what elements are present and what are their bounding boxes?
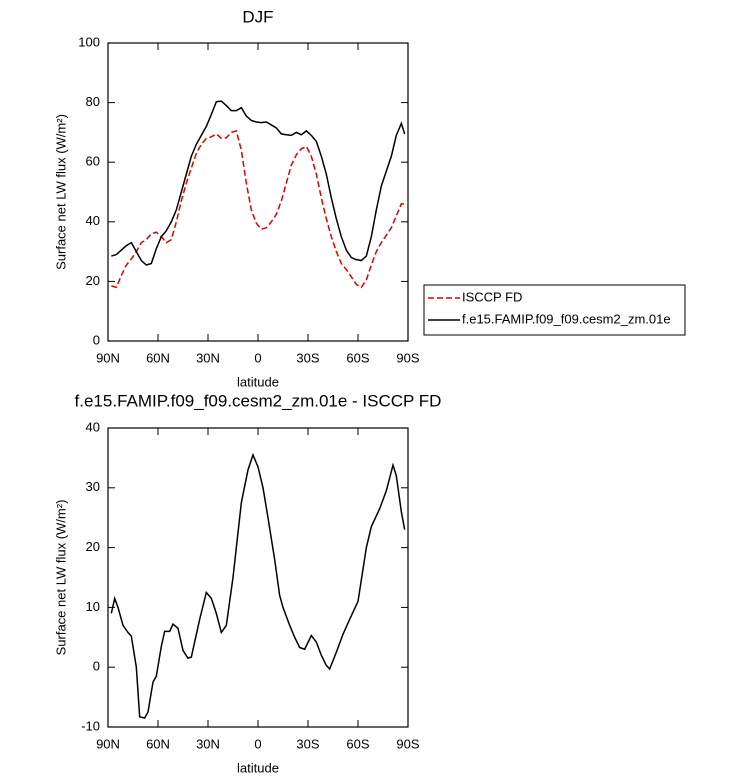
x-tick-label: 60S <box>346 736 369 751</box>
legend-box <box>423 284 686 336</box>
x-tick-label: 90S <box>396 350 419 365</box>
plot-frame <box>107 42 409 342</box>
x-tick-label: 0 <box>254 350 261 365</box>
x-tick-label: 90N <box>96 736 120 751</box>
chart-title: f.e15.FAMIP.f09_f09.cesm2_zm.01e - ISCCP… <box>75 391 442 410</box>
x-tick-label: 30S <box>296 350 319 365</box>
y-tick-label: 40 <box>86 213 100 228</box>
x-axis-label: latitude <box>237 374 279 389</box>
x-tick-label: 30N <box>196 736 220 751</box>
x-tick-label: 0 <box>254 736 261 751</box>
y-tick-label: 60 <box>86 154 100 169</box>
x-tick-label: 30N <box>196 350 220 365</box>
x-tick-label: 90N <box>96 350 120 365</box>
y-tick-label: 100 <box>78 34 100 49</box>
data-line <box>110 452 406 719</box>
y-tick-label: -10 <box>81 718 100 733</box>
y-tick-label: 0 <box>93 332 100 347</box>
y-tick-label: 30 <box>86 479 100 494</box>
y-tick-label: 10 <box>86 599 100 614</box>
y-tick-label: 40 <box>86 419 100 434</box>
x-tick-label: 60S <box>346 350 369 365</box>
data-line <box>111 100 406 266</box>
x-tick-label: 90S <box>396 736 419 751</box>
legend-label: ISCCP FD <box>462 289 522 304</box>
x-tick-label: 30S <box>296 736 319 751</box>
data-line <box>111 129 405 289</box>
y-tick-label: 20 <box>86 273 100 288</box>
y-axis-label: Surface net LW flux (W/m²) <box>53 114 68 270</box>
chart-title: DJF <box>242 7 273 26</box>
y-tick-label: 0 <box>93 659 100 674</box>
x-tick-label: 60N <box>146 736 170 751</box>
x-axis-label: latitude <box>237 760 279 775</box>
y-axis-label: Surface net LW flux (W/m²) <box>53 500 68 656</box>
legend-label: f.e15.FAMIP.f09_f09.cesm2_zm.01e <box>462 311 671 326</box>
y-tick-label: 20 <box>86 539 100 554</box>
x-tick-label: 60N <box>146 350 170 365</box>
plot-frame <box>107 427 409 728</box>
y-tick-label: 80 <box>86 94 100 109</box>
